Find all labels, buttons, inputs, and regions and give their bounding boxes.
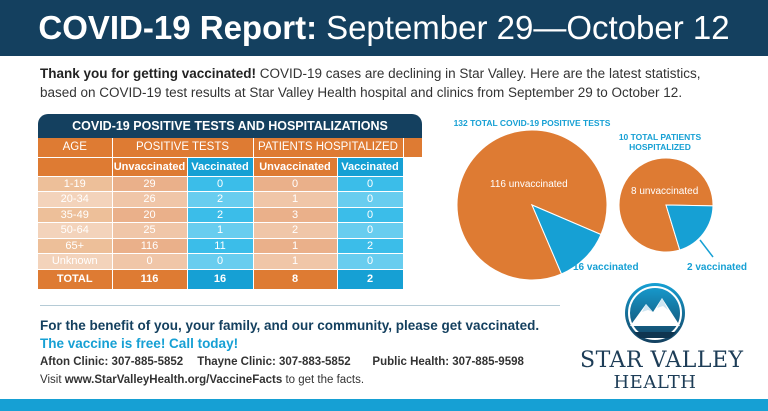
hosp-vaccinated-cell: 0 <box>337 207 404 223</box>
total-tests-unvaccinated: 116 <box>112 269 188 290</box>
report-title-bold: COVID-19 Report: <box>38 9 318 46</box>
pie-slice-unvaccinated <box>456 129 608 281</box>
intro-paragraph: Thank you for getting vaccinated! COVID-… <box>40 64 740 102</box>
sub-vaccinated: Vaccinated <box>337 157 404 177</box>
hosp-vaccinated-cell: 2 <box>337 238 404 254</box>
table-row: 65+ 116 11 1 2 <box>38 238 422 254</box>
age-cell: 35-49 <box>38 207 113 223</box>
table-group-header: AGE POSITIVE TESTS PATIENTS HOSPITALIZED <box>38 138 422 158</box>
pie2-title: 10 TOTAL PATIENTS HOSPITALIZED <box>605 132 715 152</box>
pie1-unvaccinated-label: 116 unvaccinated <box>490 179 568 190</box>
table-row: 1-19 29 0 0 0 <box>38 176 422 192</box>
hosp-vaccinated-cell: 0 <box>337 191 404 208</box>
pie-slice-vaccinated <box>665 204 714 251</box>
tests-vaccinated-cell: 1 <box>187 222 254 239</box>
tests-unvaccinated-cell: 116 <box>112 238 188 254</box>
intro-text: COVID-19 cases are declining in Star Val… <box>40 66 701 100</box>
sub-unvaccinated: Unvaccinated <box>253 157 338 177</box>
cta-free-vaccine: The vaccine is free! Call today! <box>40 336 239 351</box>
total-tests-vaccinated: 16 <box>187 269 254 290</box>
tests-vaccinated-cell: 0 <box>187 253 254 270</box>
table-row: 35-49 20 2 3 0 <box>38 207 422 223</box>
age-cell: 50-64 <box>38 222 113 239</box>
table-row: 50-64 25 1 2 0 <box>38 222 422 239</box>
total-label: TOTAL <box>38 269 113 290</box>
group-patients-hospitalized: PATIENTS HOSPITALIZED <box>253 138 404 158</box>
table-row: 20-34 26 2 1 0 <box>38 191 422 208</box>
tests-unvaccinated-cell: 29 <box>112 176 188 192</box>
age-cell: 20-34 <box>38 191 113 208</box>
tests-vaccinated-cell: 0 <box>187 176 254 192</box>
tests-vaccinated-cell: 2 <box>187 207 254 223</box>
pie1-title: 132 TOTAL COVID-19 POSITIVE TESTS <box>453 118 611 128</box>
table-total-row: TOTAL 116 16 8 2 <box>38 269 422 290</box>
col-age-header: AGE <box>38 138 113 158</box>
logo-text-line2: HEALTH <box>613 372 697 393</box>
pie1-callout <box>561 245 579 261</box>
hosp-unvaccinated-cell: 0 <box>253 176 338 192</box>
table-sub-header: Unvaccinated Vaccinated Unvaccinated Vac… <box>38 157 422 177</box>
clinic-phones: Afton Clinic: 307-885-5852 Thayne Clinic… <box>40 356 524 368</box>
cta-message: For the benefit of you, your family, and… <box>40 318 540 333</box>
intro-bold: Thank you for getting vaccinated! <box>40 66 257 81</box>
tests-vaccinated-cell: 11 <box>187 238 254 254</box>
report-title-dates: September 29—October 12 <box>326 9 730 46</box>
logo-text-line1: STAR VALLEY <box>580 348 744 373</box>
hosp-unvaccinated-cell: 1 <box>253 238 338 254</box>
footer-bar <box>0 399 768 411</box>
tests-unvaccinated-cell: 26 <box>112 191 188 208</box>
vaccine-facts-link[interactable]: www.StarValleyHealth.org/VaccineFacts <box>64 374 283 386</box>
hosp-unvaccinated-cell: 1 <box>253 191 338 208</box>
visit-line: Visit www.StarValleyHealth.org/VaccineFa… <box>40 374 365 386</box>
hosp-unvaccinated-cell: 3 <box>253 207 338 223</box>
afton-clinic-phone: Afton Clinic: 307-885-5852 <box>40 356 184 368</box>
table-row: Unknown 0 0 1 0 <box>38 253 422 270</box>
table-title: COVID-19 POSITIVE TESTS AND HOSPITALIZAT… <box>38 114 422 138</box>
pie2-vaccinated-label: 2 vaccinated <box>687 262 748 273</box>
hosp-unvaccinated-cell: 2 <box>253 222 338 239</box>
hosp-unvaccinated-cell: 1 <box>253 253 338 270</box>
tests-vaccinated-cell: 2 <box>187 191 254 208</box>
pie2-callout <box>699 239 714 258</box>
tests-unvaccinated-cell: 20 <box>112 207 188 223</box>
age-cell: 1-19 <box>38 176 113 192</box>
thayne-clinic-phone: Thayne Clinic: 307-883-5852 <box>197 356 351 368</box>
report-header: COVID-19 Report: September 29—October 12 <box>0 0 768 56</box>
pie1-vaccinated-label: 16 vaccinated <box>573 262 639 273</box>
pie-slice-unvaccinated <box>618 157 714 253</box>
group-positive-tests: POSITIVE TESTS <box>112 138 254 158</box>
total-hosp-unvaccinated: 8 <box>253 269 338 290</box>
tests-unvaccinated-cell: 25 <box>112 222 188 239</box>
star-valley-logo-icon <box>625 283 685 343</box>
public-health-phone: Public Health: 307-885-9598 <box>372 356 524 368</box>
hosp-vaccinated-cell: 0 <box>337 176 404 192</box>
age-cell: Unknown <box>38 253 113 270</box>
total-hosp-vaccinated: 2 <box>337 269 404 290</box>
stats-table: COVID-19 POSITIVE TESTS AND HOSPITALIZAT… <box>38 114 422 290</box>
age-cell: 65+ <box>38 238 113 254</box>
sub-unvaccinated: Unvaccinated <box>112 157 188 177</box>
hosp-vaccinated-cell: 0 <box>337 253 404 270</box>
hosp-vaccinated-cell: 0 <box>337 222 404 239</box>
pie2-unvaccinated-label: 8 unvaccinated <box>631 186 699 197</box>
tests-unvaccinated-cell: 0 <box>112 253 188 270</box>
section-divider <box>40 305 560 306</box>
sub-vaccinated: Vaccinated <box>187 157 254 177</box>
pie2-title-text: 10 TOTAL PATIENTS HOSPITALIZED <box>618 132 702 152</box>
